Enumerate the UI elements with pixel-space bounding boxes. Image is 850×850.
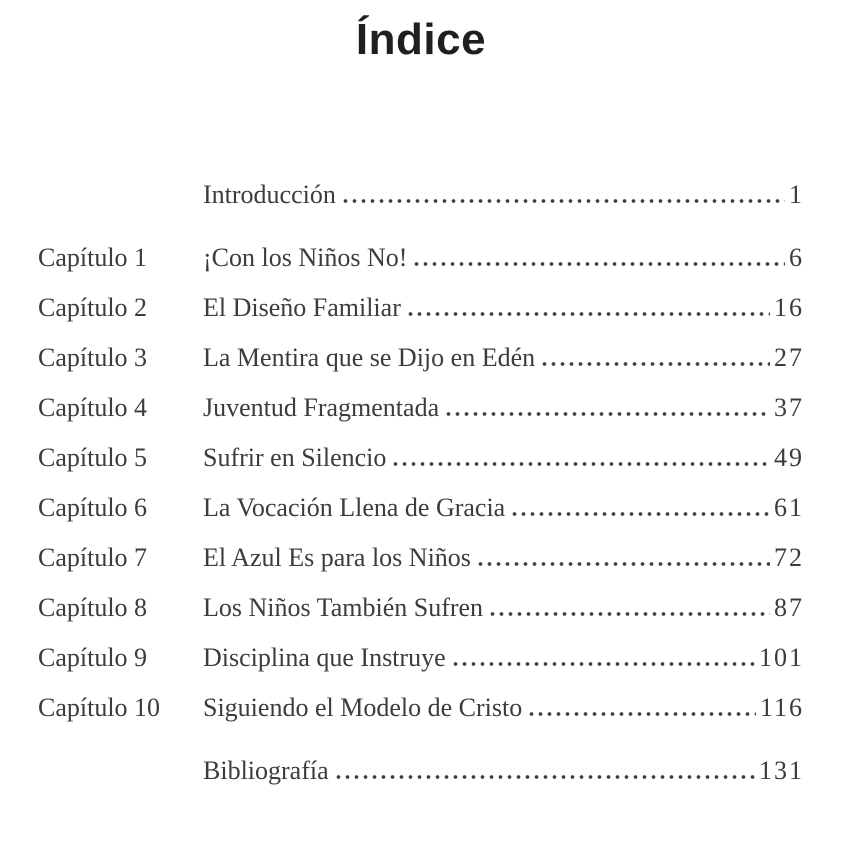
toc-row-chapter-10: Capítulo 10 Siguiendo el Modelo de Crist… (38, 683, 804, 733)
entry-title: Los Niños También Sufren (203, 593, 484, 622)
dot-leader (340, 170, 785, 220)
entry-page-number: 37 (774, 393, 804, 422)
toc-row-chapter-4: Capítulo 4 Juventud Fragmentada 37 (38, 383, 804, 433)
dot-leader (510, 483, 770, 533)
entry-title: Introducción (203, 180, 336, 209)
entry-title: Juventud Fragmentada (203, 393, 440, 422)
toc-row-chapter-7: Capítulo 7 El Azul Es para los Niños 72 (38, 533, 804, 583)
entry-page-number: 16 (774, 293, 804, 322)
chapter-label: Capítulo 1 (38, 243, 148, 272)
chapter-label: Capítulo 5 (38, 443, 148, 472)
entry-title: Bibliografía (203, 756, 329, 785)
toc-row-chapter-8: Capítulo 8 Los Niños También Sufren 87 (38, 583, 804, 633)
entry-page-number: 131 (759, 756, 804, 785)
toc-list: Introducción 1 Capítulo 1 ¡Con los Niños… (38, 170, 804, 796)
chapter-label: Capítulo 2 (38, 293, 148, 322)
entry-title: Disciplina que Instruye (203, 643, 446, 672)
dot-leader (475, 533, 770, 583)
entry-page-number: 87 (774, 593, 804, 622)
dot-leader (391, 433, 770, 483)
dot-leader (540, 333, 770, 383)
dot-leader (488, 583, 770, 633)
chapter-label: Capítulo 3 (38, 343, 148, 372)
entry-page-number: 27 (774, 343, 804, 372)
entry-title: Siguiendo el Modelo de Cristo (203, 693, 523, 722)
chapter-label: Capítulo 4 (38, 393, 148, 422)
chapter-label: Capítulo 8 (38, 593, 148, 622)
dot-leader (444, 383, 770, 433)
entry-page-number: 49 (774, 443, 804, 472)
toc-row-bibliography: Bibliografía 131 (38, 746, 804, 796)
entry-page-number: 72 (774, 543, 804, 572)
toc-row-chapter-6: Capítulo 6 La Vocación Llena de Gracia 6… (38, 483, 804, 533)
chapter-label: Capítulo 9 (38, 643, 148, 672)
dot-leader (527, 683, 756, 733)
entry-page-number: 116 (759, 693, 804, 722)
entry-title: La Mentira que se Dijo en Edén (203, 343, 536, 372)
toc-row-chapter-2: Capítulo 2 El Diseño Familiar 16 (38, 283, 804, 333)
entry-page-number: 1 (789, 180, 804, 209)
toc-row-chapter-9: Capítulo 9 Disciplina que Instruye 101 (38, 633, 804, 683)
toc-row-chapter-5: Capítulo 5 Sufrir en Silencio 49 (38, 433, 804, 483)
chapter-label: Capítulo 7 (38, 543, 148, 572)
entry-title: El Azul Es para los Niños (203, 543, 471, 572)
page-title: Índice (355, 15, 487, 64)
dot-leader (412, 233, 785, 283)
chapter-label: Capítulo 10 (38, 693, 161, 722)
entry-page-number: 61 (774, 493, 804, 522)
toc-row-introduction: Introducción 1 (38, 170, 804, 220)
dot-leader (333, 746, 755, 796)
entry-title: El Diseño Familiar (203, 293, 401, 322)
toc-row-chapter-1: Capítulo 1 ¡Con los Niños No! 6 (38, 233, 804, 283)
chapter-label: Capítulo 6 (38, 493, 148, 522)
entry-title: La Vocación Llena de Gracia (203, 493, 506, 522)
toc-row-chapter-3: Capítulo 3 La Mentira que se Dijo en Edé… (38, 333, 804, 383)
entry-page-number: 6 (789, 243, 804, 272)
dot-leader (450, 633, 755, 683)
entry-title: ¡Con los Niños No! (203, 243, 408, 272)
entry-title: Sufrir en Silencio (203, 443, 387, 472)
dot-leader (405, 283, 770, 333)
entry-page-number: 101 (759, 643, 804, 672)
